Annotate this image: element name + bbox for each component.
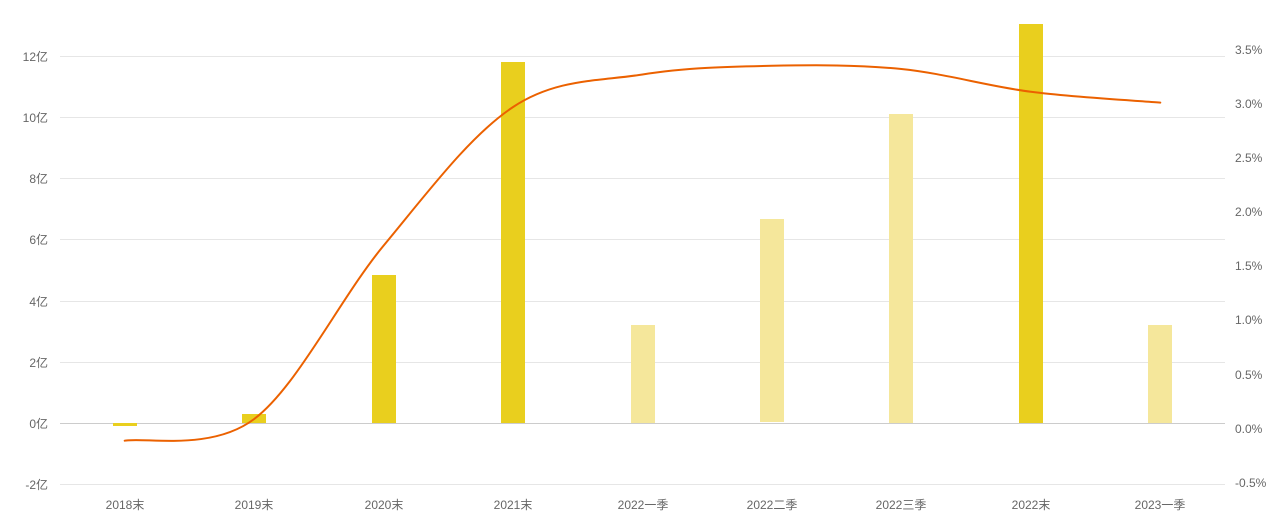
y-left-tick-label: 0亿 bbox=[0, 415, 48, 432]
y-right-tick-label: 3.5% bbox=[1235, 43, 1262, 57]
y-left-tick-label: 2亿 bbox=[0, 354, 48, 371]
x-tick-label: 2022三季 bbox=[876, 496, 927, 513]
x-tick-label: 2022一季 bbox=[618, 496, 669, 513]
y-right-tick-label: -0.5% bbox=[1235, 476, 1266, 490]
x-tick-label: 2022末 bbox=[1012, 496, 1051, 513]
y-left-tick-label: 10亿 bbox=[0, 109, 48, 126]
y-right-tick-label: 1.5% bbox=[1235, 259, 1262, 273]
combo-chart: -2亿 0亿 2亿 4亿 6亿 8亿 10亿 12亿 -0.5% 0.0% 0.5% 1.0% 1.5%… bbox=[0, 0, 1285, 529]
x-tick-label: 2020末 bbox=[365, 496, 404, 513]
x-tick-label: 2022二季 bbox=[747, 496, 798, 513]
x-tick-label: 2023一季 bbox=[1135, 496, 1186, 513]
x-tick-label: 2019末 bbox=[235, 496, 274, 513]
y-right-tick-label: 0.0% bbox=[1235, 422, 1262, 436]
y-right-tick-label: 1.0% bbox=[1235, 313, 1262, 327]
y-left-tick-label: -2亿 bbox=[0, 476, 48, 493]
x-tick-label: 2018末 bbox=[106, 496, 145, 513]
y-right-tick-label: 2.5% bbox=[1235, 151, 1262, 165]
y-right-tick-label: 0.5% bbox=[1235, 368, 1262, 382]
y-left-tick-label: 8亿 bbox=[0, 170, 48, 187]
line-path bbox=[125, 65, 1161, 441]
y-left-tick-label: 4亿 bbox=[0, 293, 48, 310]
line-series bbox=[0, 0, 1285, 529]
y-left-tick-label: 12亿 bbox=[0, 48, 48, 65]
y-right-tick-label: 3.0% bbox=[1235, 97, 1262, 111]
y-right-tick-label: 2.0% bbox=[1235, 205, 1262, 219]
x-tick-label: 2021末 bbox=[494, 496, 533, 513]
y-left-tick-label: 6亿 bbox=[0, 231, 48, 248]
